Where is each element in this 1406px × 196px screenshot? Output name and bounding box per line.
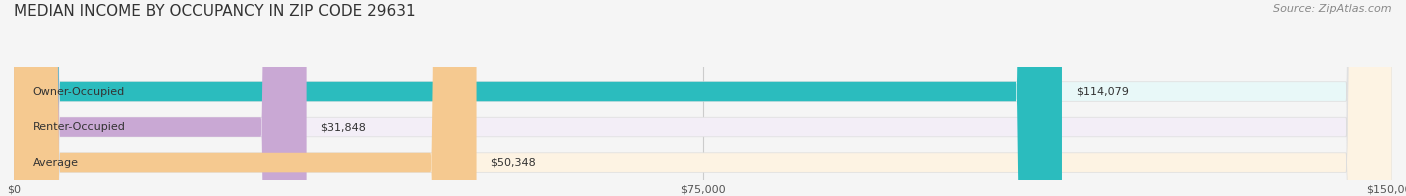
Text: $31,848: $31,848	[321, 122, 367, 132]
FancyBboxPatch shape	[14, 0, 307, 196]
FancyBboxPatch shape	[14, 0, 477, 196]
Text: Average: Average	[32, 158, 79, 168]
Text: $50,348: $50,348	[491, 158, 536, 168]
Text: Renter-Occupied: Renter-Occupied	[32, 122, 125, 132]
Text: $114,079: $114,079	[1076, 86, 1129, 96]
Text: MEDIAN INCOME BY OCCUPANCY IN ZIP CODE 29631: MEDIAN INCOME BY OCCUPANCY IN ZIP CODE 2…	[14, 4, 416, 19]
Text: Owner-Occupied: Owner-Occupied	[32, 86, 125, 96]
FancyBboxPatch shape	[14, 0, 1392, 196]
FancyBboxPatch shape	[14, 0, 1392, 196]
FancyBboxPatch shape	[14, 0, 1392, 196]
Text: Source: ZipAtlas.com: Source: ZipAtlas.com	[1274, 4, 1392, 14]
FancyBboxPatch shape	[14, 0, 1062, 196]
